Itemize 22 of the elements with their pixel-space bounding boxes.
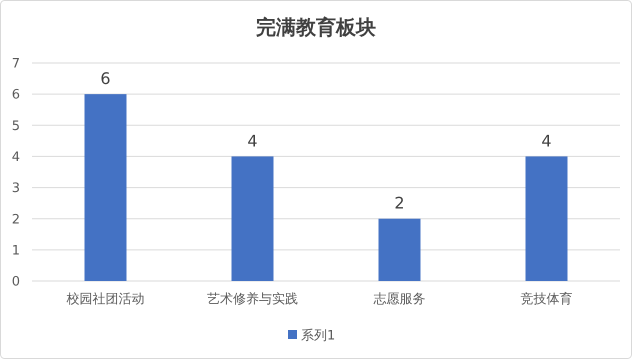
y-tick-label: 3 <box>12 181 20 196</box>
bar <box>84 94 126 281</box>
x-tick-label: 校园社团活动 <box>66 292 144 307</box>
data-label: 4 <box>541 131 552 150</box>
y-tick-label: 0 <box>12 274 20 290</box>
y-tick-label: 1 <box>12 243 20 258</box>
y-tick-label: 4 <box>12 150 20 165</box>
chart-title: 完满教育板块 <box>256 15 376 39</box>
y-tick-label: 2 <box>12 212 20 228</box>
data-label: 2 <box>394 194 405 213</box>
y-tick-label: 7 <box>12 56 20 72</box>
data-label: 4 <box>247 131 258 150</box>
bar <box>232 156 274 281</box>
x-tick-label: 艺术修养与实践 <box>207 291 298 307</box>
bar <box>526 156 568 281</box>
x-tick-label: 竞技体育 <box>520 291 572 307</box>
data-label: 6 <box>100 69 111 88</box>
y-tick-label: 5 <box>12 118 20 134</box>
x-tick-label: 志愿服务 <box>374 292 426 307</box>
bar <box>378 218 420 281</box>
y-tick-label: 6 <box>12 88 20 103</box>
legend-label: 系列1 <box>301 328 336 344</box>
